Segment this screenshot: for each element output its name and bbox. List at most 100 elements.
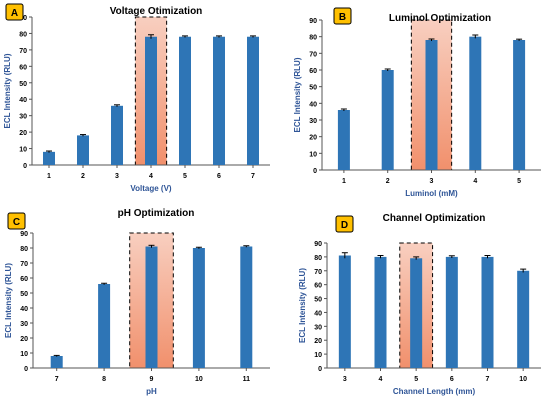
bar bbox=[192, 248, 205, 368]
y-tick-label: 0 bbox=[313, 168, 317, 175]
x-tick-label: 2 bbox=[81, 173, 85, 180]
y-axis-label: ECL Intensity (RLU) bbox=[3, 53, 12, 128]
bar bbox=[425, 40, 438, 170]
x-tick-label: 5 bbox=[517, 178, 521, 185]
y-tick-label: 50 bbox=[309, 85, 317, 92]
y-tick-label: 0 bbox=[318, 366, 322, 373]
x-tick-label: 4 bbox=[149, 173, 153, 180]
x-tick-label: 3 bbox=[430, 178, 434, 185]
x-axis-label: pH bbox=[146, 387, 157, 396]
y-tick-label: 40 bbox=[19, 97, 27, 104]
chart-title: pH Optimization bbox=[118, 208, 195, 219]
chart-title: Voltage Otimization bbox=[110, 6, 203, 17]
bar bbox=[517, 270, 530, 368]
y-tick-label: 30 bbox=[314, 324, 322, 331]
bar bbox=[50, 356, 63, 368]
bar bbox=[145, 36, 157, 165]
y-tick-label: 80 bbox=[19, 31, 27, 38]
bar bbox=[374, 256, 387, 368]
y-tick-label: 70 bbox=[309, 51, 317, 58]
x-tick-label: 5 bbox=[183, 173, 187, 180]
chart-title: Luminol Optimization bbox=[389, 13, 491, 24]
y-tick-label: 60 bbox=[309, 68, 317, 75]
y-axis-label: ECL Intensity (RLU) bbox=[298, 268, 307, 343]
y-tick-label: 10 bbox=[20, 351, 28, 358]
x-tick-label: 7 bbox=[251, 173, 255, 180]
bar bbox=[145, 246, 158, 368]
y-tick-label: 50 bbox=[19, 81, 27, 88]
x-tick-label: 10 bbox=[519, 376, 527, 383]
y-tick-label: 20 bbox=[20, 336, 28, 343]
y-tick-label: 40 bbox=[309, 101, 317, 108]
panel-badge bbox=[7, 212, 26, 230]
x-tick-label: 6 bbox=[217, 173, 221, 180]
y-tick-label: 30 bbox=[309, 118, 317, 125]
x-tick-label: 1 bbox=[47, 173, 51, 180]
y-axis-label: ECL Intensity (RLU) bbox=[4, 263, 13, 338]
y-tick-label: 60 bbox=[19, 64, 27, 71]
x-tick-label: 5 bbox=[414, 376, 418, 383]
chart-panel-c: 0 10 20 30 40 50 60 70 80 90 7 8 9 10 11 pH ECL Intensit… bbox=[4, 208, 270, 396]
bar bbox=[213, 36, 225, 165]
y-tick-label: 50 bbox=[20, 291, 28, 298]
y-tick-label: 70 bbox=[314, 269, 322, 276]
x-axis-label: Voltage (V) bbox=[130, 184, 172, 193]
x-tick-label: 1 bbox=[342, 178, 346, 185]
bar bbox=[481, 256, 494, 368]
bar bbox=[98, 284, 111, 368]
panel-badge bbox=[335, 215, 354, 233]
panel-badge-label: B bbox=[339, 12, 346, 23]
bar bbox=[445, 256, 458, 368]
panel-badge bbox=[5, 3, 24, 21]
bar bbox=[111, 105, 123, 165]
y-tick-label: 20 bbox=[19, 130, 27, 137]
chart-panel-d: 0 10 20 30 40 50 60 70 80 90 3 4 5 6 7 10 Channel Length… bbox=[298, 213, 541, 396]
y-tick-label: 10 bbox=[309, 151, 317, 158]
x-tick-label: 9 bbox=[150, 376, 154, 383]
y-tick-label: 80 bbox=[314, 255, 322, 262]
bar bbox=[179, 36, 191, 165]
y-tick-label: 50 bbox=[314, 297, 322, 304]
x-tick-label: 8 bbox=[102, 376, 106, 383]
y-tick-label: 20 bbox=[309, 135, 317, 142]
y-tick-label: 60 bbox=[314, 283, 322, 290]
x-tick-label: 7 bbox=[55, 376, 59, 383]
chart-panel-b: 0 10 20 30 40 50 60 70 80 90 1 2 3 4 5 Luminol (mM) ECL … bbox=[293, 7, 541, 198]
bar bbox=[337, 110, 350, 170]
x-tick-label: 4 bbox=[473, 178, 477, 185]
y-tick-label: 30 bbox=[19, 114, 27, 121]
y-tick-label: 90 bbox=[309, 18, 317, 25]
bar bbox=[247, 36, 259, 165]
x-axis-label: Luminol (mM) bbox=[405, 189, 458, 198]
y-tick-label: 10 bbox=[19, 147, 27, 154]
y-tick-label: 80 bbox=[309, 35, 317, 42]
y-tick-label: 70 bbox=[20, 261, 28, 268]
y-tick-label: 10 bbox=[314, 352, 322, 359]
x-tick-label: 7 bbox=[486, 376, 490, 383]
y-tick-label: 80 bbox=[20, 246, 28, 253]
bar bbox=[240, 246, 253, 368]
panel-badge-label: A bbox=[11, 8, 18, 19]
panel-badge-label: D bbox=[341, 220, 348, 231]
bar bbox=[381, 70, 394, 170]
bar bbox=[513, 40, 526, 170]
x-tick-label: 6 bbox=[450, 376, 454, 383]
y-tick-label: 60 bbox=[20, 276, 28, 283]
x-tick-label: 4 bbox=[379, 376, 383, 383]
panel-badge-label: C bbox=[13, 217, 20, 228]
panel-badge bbox=[333, 7, 352, 25]
y-tick-label: 30 bbox=[20, 321, 28, 328]
x-tick-label: 3 bbox=[115, 173, 119, 180]
bar bbox=[338, 255, 351, 368]
chart-panel-a: 01020304050607080901234567Voltage (V)ECL… bbox=[3, 3, 270, 193]
y-tick-label: 90 bbox=[314, 241, 322, 248]
y-tick-label: 40 bbox=[314, 310, 322, 317]
bar bbox=[410, 258, 423, 368]
bar bbox=[469, 36, 482, 170]
x-tick-label: 3 bbox=[343, 376, 347, 383]
y-tick-label: 70 bbox=[19, 48, 27, 55]
bar bbox=[77, 135, 89, 165]
y-tick-label: 0 bbox=[24, 366, 28, 373]
